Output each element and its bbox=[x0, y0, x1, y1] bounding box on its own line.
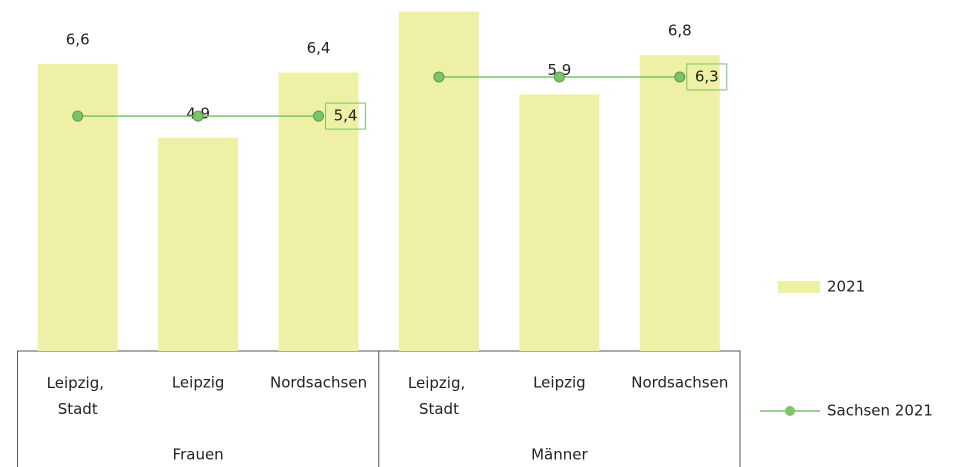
group-label: Männer bbox=[531, 446, 588, 464]
x-tick-label-line: Leipzig, bbox=[408, 374, 470, 392]
legend-marker bbox=[785, 406, 795, 416]
x-tick-label: Leipzig bbox=[533, 374, 586, 392]
bar bbox=[398, 11, 479, 351]
x-tick-label: Leipzig, Stadt bbox=[47, 374, 109, 418]
line-marker bbox=[553, 71, 565, 83]
bar bbox=[519, 94, 600, 351]
line-label: 6,3 bbox=[695, 67, 719, 85]
bar bbox=[158, 137, 239, 351]
bar bbox=[37, 63, 118, 352]
line-label: 5,4 bbox=[334, 107, 358, 125]
x-tick-label: Leipzig bbox=[172, 374, 225, 392]
x-tick-label-line: Leipzig, bbox=[47, 374, 109, 392]
x-tick-label: Nordsachsen bbox=[631, 374, 728, 392]
x-tick-label: Nordsachsen bbox=[270, 374, 367, 392]
legend-label: 2021 bbox=[827, 278, 865, 296]
x-tick-label-line: Stadt bbox=[58, 400, 98, 418]
legend-swatch bbox=[778, 281, 820, 293]
line-marker bbox=[433, 71, 445, 83]
bar-label: 6,6 bbox=[66, 30, 90, 48]
line-marker bbox=[674, 71, 686, 83]
bar-label: 5,9 bbox=[547, 61, 571, 79]
line-marker bbox=[72, 110, 84, 122]
bar-label: 6,4 bbox=[307, 39, 331, 57]
bar bbox=[639, 55, 720, 351]
group-label: Frauen bbox=[173, 446, 224, 464]
x-tick-label-line: Stadt bbox=[419, 400, 459, 418]
line-marker bbox=[313, 110, 325, 122]
x-tick-label: Leipzig, Stadt bbox=[408, 374, 470, 418]
line-marker bbox=[192, 110, 204, 122]
bar-label: 6,8 bbox=[668, 22, 692, 40]
line-label-box bbox=[686, 63, 728, 91]
legend-label: Sachsen 2021 bbox=[827, 402, 933, 420]
line-label-box bbox=[325, 102, 367, 130]
